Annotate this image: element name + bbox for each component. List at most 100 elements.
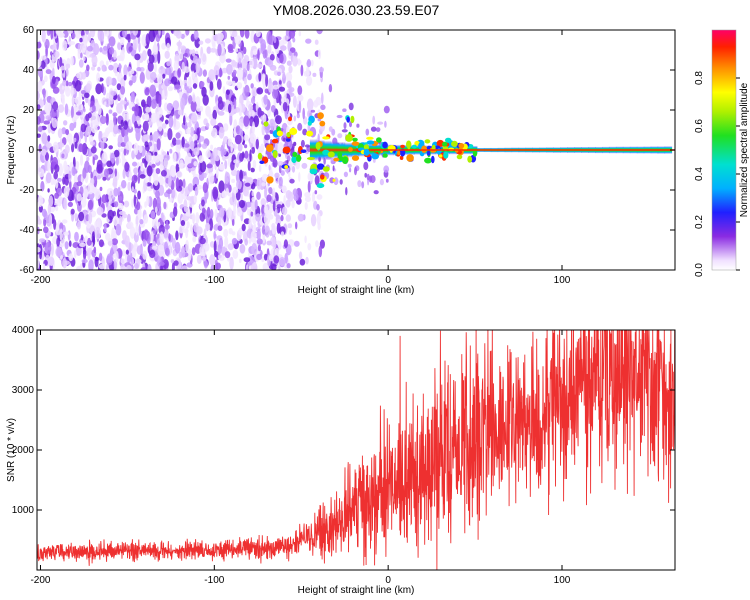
noise-blob [144, 87, 150, 96]
noise-blob [96, 72, 101, 83]
transition-blob [280, 170, 285, 176]
noise-blob [52, 101, 59, 111]
noise-blob [108, 98, 114, 105]
noise-blob [155, 111, 160, 125]
noise-blob [257, 49, 260, 61]
noise-blob [62, 176, 66, 185]
signal-blob [363, 144, 369, 151]
noise-blob [213, 240, 217, 253]
noise-blob [227, 75, 231, 80]
noise-blob [276, 204, 283, 209]
noise-blob [76, 160, 79, 172]
noise-blob [310, 59, 314, 67]
noise-blob [62, 257, 68, 269]
transition-blob [354, 166, 357, 176]
noise-blob [149, 249, 156, 259]
noise-blob [236, 67, 244, 81]
noise-blob [127, 254, 131, 264]
y-tick-label: -40 [20, 225, 35, 236]
noise-blob [193, 222, 199, 233]
noise-blob [190, 224, 193, 233]
noise-blob [202, 256, 207, 262]
noise-blob [107, 237, 113, 247]
noise-blob [264, 225, 271, 238]
noise-blob [143, 134, 150, 141]
noise-blob [108, 46, 115, 55]
signal-blob [472, 150, 478, 157]
noise-blob [148, 54, 155, 64]
noise-blob [279, 256, 286, 267]
signal-blob [374, 141, 379, 145]
noise-blob [299, 258, 306, 266]
noise-blob [193, 194, 197, 204]
noise-blob [271, 223, 277, 235]
noise-blob [305, 38, 312, 44]
noise-blob [156, 138, 161, 151]
noise-blob [74, 231, 79, 242]
transition-blob [385, 178, 389, 183]
noise-blob [61, 85, 65, 90]
noise-blob [81, 258, 88, 264]
noise-blob [193, 30, 199, 40]
noise-blob [278, 86, 286, 92]
noise-blob [250, 262, 258, 270]
noise-blob [252, 159, 257, 169]
noise-blob [148, 141, 153, 147]
noise-blob [297, 213, 305, 222]
noise-blob [144, 177, 149, 184]
noise-blob [202, 69, 207, 77]
noise-blob [172, 151, 177, 163]
noise-blob [206, 163, 213, 169]
noise-blob [128, 119, 132, 130]
noise-blob [202, 94, 209, 106]
transition-blob [289, 139, 293, 147]
signal-blob [266, 176, 274, 184]
noise-blob [43, 120, 50, 125]
noise-blob [250, 167, 255, 173]
noise-blob [273, 97, 277, 108]
noise-blob [256, 63, 263, 69]
noise-blob [306, 98, 314, 112]
signal-blob [296, 154, 302, 162]
noise-blob [124, 161, 130, 172]
noise-blob [164, 50, 170, 59]
noise-blob [108, 109, 113, 114]
noise-blob [208, 172, 214, 185]
noise-blob [217, 216, 222, 226]
noise-blob [71, 143, 75, 153]
noise-blob [144, 141, 149, 148]
transition-blob [336, 114, 343, 119]
noise-blob [163, 102, 169, 112]
noise-blob [275, 115, 282, 125]
noise-blob [289, 47, 296, 53]
noise-blob [174, 241, 181, 254]
noise-blob [236, 179, 242, 190]
colorbar-tick-label: 0.8 [694, 71, 705, 85]
noise-blob [126, 221, 134, 230]
noise-blob [54, 78, 59, 86]
noise-blob [58, 142, 65, 148]
signal-blob [319, 120, 326, 127]
colorbar-tick-label: 0.4 [694, 167, 705, 181]
noise-blob [63, 231, 70, 236]
noise-blob [233, 203, 237, 217]
noise-blob [230, 94, 235, 102]
noise-blob [122, 213, 128, 219]
signal-band-segment [365, 143, 374, 157]
noise-blob [307, 172, 314, 182]
noise-blob [285, 72, 293, 82]
noise-blob [132, 38, 138, 51]
noise-blob [304, 202, 308, 210]
noise-blob [243, 77, 247, 85]
noise-blob [173, 30, 180, 37]
noise-blob [232, 80, 236, 87]
noise-blob [163, 154, 171, 161]
noise-blob [248, 103, 253, 112]
noise-blob [143, 214, 149, 224]
noise-blob [45, 69, 52, 75]
signal-band-segment [309, 138, 318, 162]
noise-blob [226, 89, 230, 95]
noise-blob [76, 193, 82, 202]
noise-blob [80, 52, 83, 59]
noise-blob [273, 255, 280, 264]
